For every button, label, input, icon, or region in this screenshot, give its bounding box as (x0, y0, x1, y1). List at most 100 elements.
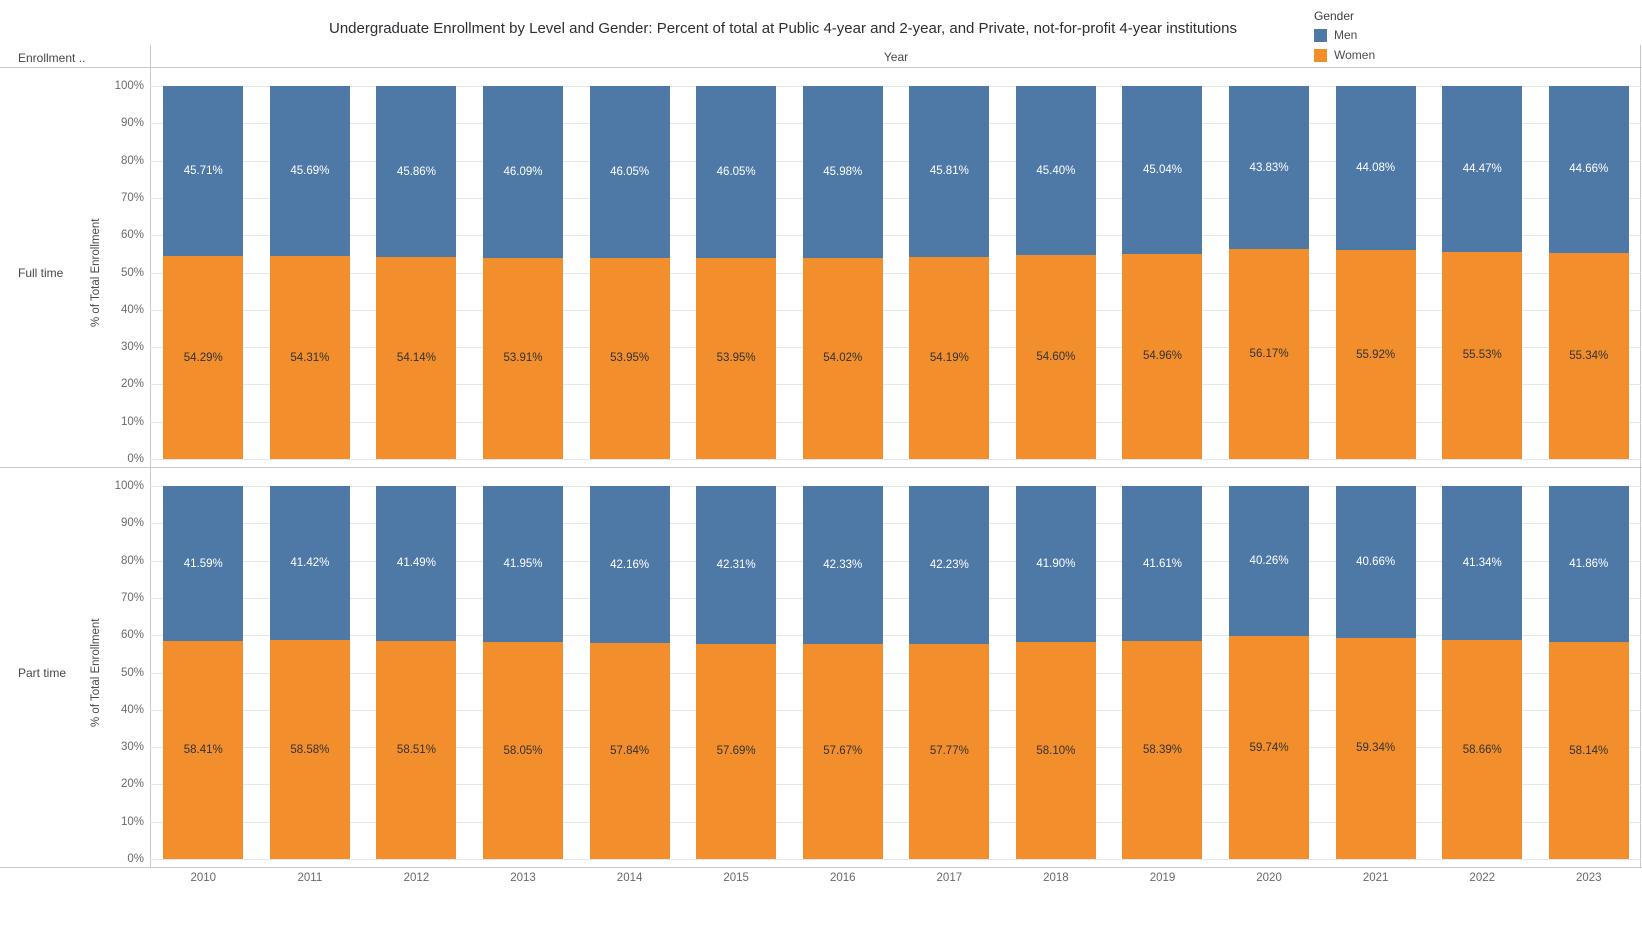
bar-segment-men[interactable]: 45.69% (269, 86, 350, 257)
bar-segment-women[interactable]: 58.66% (1442, 640, 1523, 859)
bar-segment-men[interactable]: 41.86% (1548, 486, 1629, 643)
bar-segment-men[interactable]: 45.04% (1122, 86, 1203, 254)
header-divider-line (0, 67, 1642, 68)
bar-segment-men[interactable]: 44.08% (1335, 86, 1416, 251)
bar-segment-men[interactable]: 46.05% (696, 86, 777, 258)
stacked-bar-2018: 45.40% 54.60% (1015, 86, 1096, 459)
bar-segment-men[interactable]: 41.61% (1122, 486, 1203, 642)
bar-segment-women[interactable]: 53.95% (696, 257, 777, 459)
bar-segment-women[interactable]: 54.60% (1015, 255, 1096, 459)
bar-value-label: 40.26% (1249, 555, 1289, 568)
stacked-bar-2011: 41.42% 58.58% (269, 486, 350, 859)
bar-segment-men[interactable]: 42.31% (696, 486, 777, 644)
bar-segment-women[interactable]: 53.95% (589, 257, 670, 459)
bar-segment-women[interactable]: 56.17% (1229, 249, 1310, 459)
bar-segment-women[interactable]: 57.84% (589, 643, 670, 859)
bar-segment-men[interactable]: 40.26% (1229, 486, 1310, 637)
x-axis-labels: 2010 2011 2012 2013 2014 2015 2016 2017 2018 2019… (150, 872, 1642, 884)
bars-row: 45.71% 54.29% 45.69% 54.31% 45.86% 54.14% 46.0… (150, 86, 1642, 459)
bar-segment-men[interactable]: 45.98% (802, 86, 883, 258)
bar-segment-women[interactable]: 57.67% (802, 643, 883, 859)
stacked-bar-2015: 46.05% 53.95% (696, 86, 777, 459)
stacked-bar-2022: 41.34% 58.66% (1442, 486, 1523, 859)
bar-segment-women[interactable]: 54.31% (269, 256, 350, 459)
stacked-bar-2016: 45.98% 54.02% (802, 86, 883, 459)
bar-segment-men[interactable]: 45.81% (909, 86, 990, 257)
bar-segment-men[interactable]: 42.23% (909, 486, 990, 644)
bar-value-label: 55.34% (1569, 349, 1609, 362)
bar-value-label: 44.66% (1569, 163, 1609, 176)
gridline (150, 384, 1642, 386)
stacked-bar-2021: 40.66% 59.34% (1335, 486, 1416, 859)
bar-segment-women[interactable]: 54.29% (163, 256, 244, 459)
bar-segment-women[interactable]: 58.39% (1122, 641, 1203, 859)
chart-title: Undergraduate Enrollment by Level and Ge… (329, 20, 1237, 37)
bar-segment-women[interactable]: 55.34% (1548, 252, 1629, 459)
bar-segment-men[interactable]: 45.71% (163, 86, 244, 257)
bar-slot-2020: 43.83% 56.17% (1216, 86, 1323, 459)
bar-segment-men[interactable]: 44.66% (1548, 86, 1629, 253)
y-axis-line (150, 45, 151, 867)
bar-segment-men[interactable]: 41.90% (1015, 486, 1096, 643)
x-axis-label-2015: 2015 (723, 872, 749, 884)
x-axis-label-2016: 2016 (829, 872, 856, 884)
bar-value-label: 54.02% (823, 352, 863, 365)
bar-segment-women[interactable]: 54.14% (376, 257, 457, 459)
y-axis-tick-label: 10% (120, 415, 144, 428)
bar-segment-men[interactable]: 41.59% (163, 486, 244, 642)
stacked-bar-2015: 42.31% 57.69% (696, 486, 777, 859)
panel-part-time: Part time% of Total Enrollment 0% 10% 20% 30… (0, 467, 1642, 867)
bar-segment-men[interactable]: 43.83% (1229, 86, 1310, 250)
plot-area: 45.71% 54.29% 45.69% 54.31% 45.86% 54.14% 46.0… (150, 86, 1642, 460)
y-axis-tick-label: 20% (120, 778, 144, 791)
bar-segment-women[interactable]: 58.58% (269, 640, 350, 859)
y-axis-tick-label: 40% (120, 303, 144, 316)
panel-divider-line (0, 467, 1642, 468)
bar-segment-women[interactable]: 54.02% (802, 257, 883, 459)
bar-segment-women[interactable]: 57.77% (909, 643, 990, 859)
bar-value-label: 43.83% (1249, 161, 1289, 174)
x-axis-label-2019: 2019 (1149, 872, 1176, 884)
bar-segment-men[interactable]: 42.33% (802, 486, 883, 644)
legend-item-women[interactable]: Women (1314, 48, 1375, 62)
legend-items: Men Women (1314, 28, 1375, 62)
bar-segment-women[interactable]: 54.96% (1122, 253, 1203, 459)
bar-slot-2013: 46.09% 53.91% (470, 86, 577, 459)
bar-segment-men[interactable]: 41.49% (376, 486, 457, 641)
bar-segment-men[interactable]: 42.16% (589, 486, 670, 644)
bar-segment-women[interactable]: 58.41% (163, 641, 244, 859)
bar-value-label: 45.04% (1142, 163, 1182, 176)
bar-slot-2015: 42.31% 57.69% (683, 486, 790, 859)
bar-segment-women[interactable]: 53.91% (483, 257, 564, 459)
y-axis-tick-label: 10% (120, 815, 144, 828)
bar-segment-women[interactable]: 55.92% (1335, 250, 1416, 459)
bar-slot-2020: 40.26% 59.74% (1216, 486, 1323, 859)
bar-segment-women[interactable]: 58.05% (483, 642, 564, 859)
bar-segment-men[interactable]: 40.66% (1335, 486, 1416, 638)
x-axis-label-2022: 2022 (1469, 872, 1496, 884)
bar-segment-men[interactable]: 44.47% (1442, 86, 1523, 252)
gridline (150, 272, 1642, 274)
bar-segment-women[interactable]: 58.10% (1015, 642, 1096, 859)
bar-segment-men[interactable]: 45.86% (376, 86, 457, 258)
bar-segment-women[interactable]: 57.69% (696, 643, 777, 859)
bar-segment-women[interactable]: 59.34% (1335, 637, 1416, 859)
bar-segment-men[interactable]: 46.09% (483, 86, 564, 258)
bar-segment-women[interactable]: 55.53% (1442, 251, 1523, 459)
gridline (150, 235, 1642, 237)
bar-segment-men[interactable]: 41.34% (1442, 486, 1523, 641)
gridline (150, 86, 1642, 87)
bar-segment-men[interactable]: 41.95% (483, 486, 564, 643)
bar-segment-men[interactable]: 46.05% (589, 86, 670, 258)
right-border-line (1640, 45, 1641, 867)
bar-segment-men[interactable]: 45.40% (1015, 86, 1096, 256)
bar-segment-women[interactable]: 58.51% (376, 640, 457, 859)
bar-segment-women[interactable]: 54.19% (909, 256, 990, 459)
legend-item-men[interactable]: Men (1314, 28, 1375, 42)
stacked-bar-2019: 45.04% 54.96% (1122, 86, 1203, 459)
bar-segment-women[interactable]: 59.74% (1229, 636, 1310, 859)
bar-slot-2021: 44.08% 55.92% (1322, 86, 1429, 459)
stacked-bar-2022: 44.47% 55.53% (1442, 86, 1523, 459)
bar-segment-men[interactable]: 41.42% (269, 486, 350, 641)
bar-segment-women[interactable]: 58.14% (1548, 642, 1629, 859)
